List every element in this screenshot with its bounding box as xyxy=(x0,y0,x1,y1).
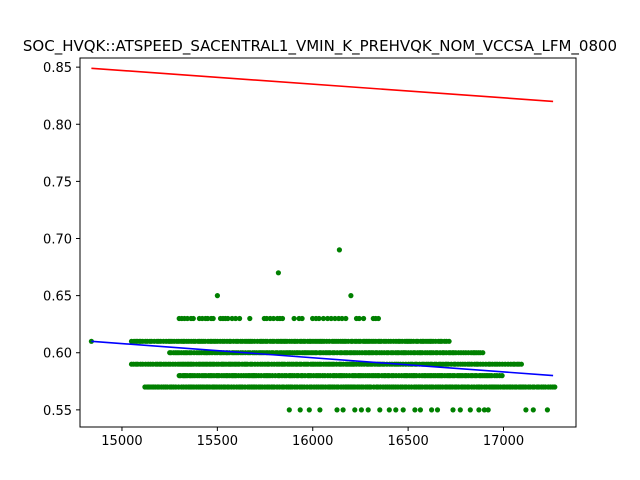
data-point xyxy=(348,293,354,299)
x-tick-label: 16000 xyxy=(292,434,333,449)
y-tick-label: 0.70 xyxy=(43,233,72,248)
data-point xyxy=(485,407,491,413)
data-point xyxy=(279,315,286,322)
data-point xyxy=(356,315,362,322)
data-point xyxy=(544,407,551,413)
y-tick-label: 0.85 xyxy=(43,61,72,76)
data-point xyxy=(499,373,505,379)
data-point xyxy=(270,315,277,322)
fit-line-1 xyxy=(91,67,554,103)
data-point xyxy=(450,407,456,413)
data-point xyxy=(530,407,536,413)
y-tick-label: 0.75 xyxy=(43,175,72,190)
data-point xyxy=(291,315,297,322)
plot-area-frame xyxy=(79,57,577,428)
data-point xyxy=(386,407,392,413)
y-tick-label: 0.65 xyxy=(43,290,72,305)
data-point xyxy=(377,407,383,413)
data-point xyxy=(210,315,216,322)
data-point xyxy=(328,315,334,322)
data-point xyxy=(334,407,340,413)
data-point xyxy=(214,293,220,299)
data-point xyxy=(393,407,399,413)
data-point xyxy=(316,315,322,322)
data-point xyxy=(417,407,423,413)
data-point xyxy=(332,315,338,322)
data-point xyxy=(523,407,529,413)
data-point xyxy=(361,315,367,322)
data-point xyxy=(299,315,305,322)
data-point xyxy=(336,247,342,253)
data-point xyxy=(352,407,358,413)
data-point xyxy=(320,315,326,322)
data-point xyxy=(400,407,406,413)
data-point xyxy=(184,315,190,322)
data-point xyxy=(481,407,487,413)
data-point xyxy=(434,407,441,413)
data-point xyxy=(480,350,486,356)
data-point xyxy=(343,315,349,322)
data-point xyxy=(429,407,435,413)
fit-line-2 xyxy=(91,340,554,377)
data-point xyxy=(457,407,463,413)
y-tick-label: 0.55 xyxy=(43,404,72,419)
data-point xyxy=(297,407,303,413)
y-tick-label: 0.80 xyxy=(43,118,72,133)
y-tick-label: 0.60 xyxy=(43,347,72,362)
data-point xyxy=(237,315,243,322)
x-tick-label: 15000 xyxy=(101,434,142,449)
x-tick-label: 17000 xyxy=(483,434,524,449)
data-point xyxy=(412,407,418,413)
data-point xyxy=(306,407,312,413)
data-point xyxy=(518,361,525,367)
y-axis: 0.55 0.60 0.65 0.70 0.75 0.80 0.85 xyxy=(43,61,80,419)
scatter-points xyxy=(88,247,558,413)
data-point xyxy=(467,407,473,413)
data-point xyxy=(375,315,381,322)
data-point xyxy=(317,407,323,413)
x-axis: 15000 15500 16000 16500 17000 xyxy=(101,427,524,449)
fit-lines xyxy=(91,67,554,377)
data-point xyxy=(358,407,364,413)
x-tick-label: 15500 xyxy=(197,434,238,449)
chart-title: SOC_HVQK::ATSPEED_SACENTRAL1_VMIN_K_PREH… xyxy=(23,37,617,56)
data-point xyxy=(190,315,196,322)
data-point xyxy=(365,407,371,413)
data-point xyxy=(476,407,482,413)
data-point xyxy=(286,407,292,413)
data-point xyxy=(340,407,346,413)
data-point xyxy=(233,315,239,322)
data-point xyxy=(325,315,331,322)
data-point xyxy=(339,315,345,322)
data-point xyxy=(446,338,452,344)
data-point xyxy=(275,270,281,276)
data-point xyxy=(225,315,231,322)
x-tick-label: 16500 xyxy=(387,434,428,449)
data-point xyxy=(552,384,558,390)
data-point xyxy=(247,315,253,322)
